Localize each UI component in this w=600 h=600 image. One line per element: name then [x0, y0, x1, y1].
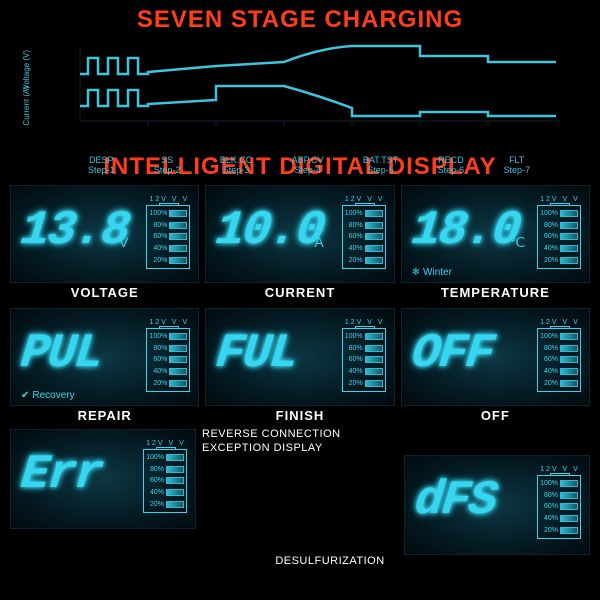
- battery-indicator: 12V V V 100% 80% 60% 40% 20%: [143, 440, 189, 513]
- label-off: OFF: [401, 408, 590, 423]
- error-value: Err: [18, 448, 104, 502]
- exception-text: REVERSE CONNECTION EXCEPTION DISPLAY: [202, 427, 341, 456]
- battery-indicator: 12V V V 100% 80% 60% 40% 20%: [537, 466, 583, 539]
- desulf-value: dFS: [412, 474, 498, 528]
- label-repair: REPAIR: [10, 408, 199, 423]
- voltage-unit: V: [119, 234, 128, 250]
- battery-indicator: 12V V V 100% 80% 60% 40% 20%: [146, 196, 192, 269]
- current-value: 10.0: [213, 204, 326, 258]
- panel-desulf-wrap: dFS 12V V V 100% 80% 60% 40% 20%: [404, 429, 590, 555]
- battery-indicator: 12V V V 100% 80% 60% 40% 20%: [342, 196, 388, 269]
- panel-off-wrap: OFF 12V V V 100% 80% 60% 40% 20% OFF: [401, 308, 590, 423]
- stage-labels: DESPStep-1 SSStep-2 BLK.CCStep-3 ABP.CVS…: [20, 156, 580, 176]
- battery-indicator: 12V V V 100% 80% 60% 40% 20%: [342, 319, 388, 392]
- stage-1: DESPStep-1: [88, 156, 115, 176]
- panel-row-3: REVERSE CONNECTION EXCEPTION DISPLAY Err…: [0, 427, 600, 569]
- axis-label-voltage: Voltage (V): [22, 50, 31, 90]
- recovery-indicator: ✔ Recovery: [21, 390, 75, 401]
- title-main: SEVEN STAGE CHARGING: [0, 0, 600, 34]
- label-current: CURRENT: [205, 285, 394, 300]
- battery-indicator: 12V V V 100% 80% 60% 40% 20%: [146, 319, 192, 392]
- panel-repair-wrap: PUL 12V V V 100% 80% 60% 40% 20% ✔ Recov…: [10, 308, 199, 423]
- panel-finish-wrap: FUL 12V V V 100% 80% 60% 40% 20% FINISH: [205, 308, 394, 423]
- panel-row-2: PUL 12V V V 100% 80% 60% 40% 20% ✔ Recov…: [0, 304, 600, 427]
- repair-value: PUL: [18, 327, 104, 381]
- voltage-value: 13.8: [18, 204, 131, 258]
- battery-indicator: 12V V V 100% 80% 60% 40% 20%: [537, 319, 583, 392]
- panel-row-1: 13.8 V 12V V V 100% 80% 60% 40% 20% VOLT…: [0, 181, 600, 304]
- panel-off: OFF 12V V V 100% 80% 60% 40% 20%: [401, 308, 590, 406]
- stage-4: ABP.CVStep-4: [292, 156, 324, 176]
- charging-stage-chart: Current (A) Voltage (V) DESPStep-1 SSSte…: [20, 36, 580, 151]
- stage-3: BLK.CCStep-3: [220, 156, 253, 176]
- finish-value: FUL: [213, 327, 299, 381]
- desulfurization-label: DESULFURIZATION: [70, 555, 590, 567]
- stage-6: RECDStep-6: [438, 156, 465, 176]
- panel-current: 10.0 A 12V V V 100% 80% 60% 40% 20%: [205, 185, 394, 283]
- panel-voltage-wrap: 13.8 V 12V V V 100% 80% 60% 40% 20% VOLT…: [10, 185, 199, 300]
- label-voltage: VOLTAGE: [10, 285, 199, 300]
- panel-repair: PUL 12V V V 100% 80% 60% 40% 20% ✔ Recov…: [10, 308, 199, 406]
- stage-7: FLTStep-7: [503, 156, 530, 176]
- label-finish: FINISH: [205, 408, 394, 423]
- temperature-value: 18.0: [409, 204, 522, 258]
- check-icon: ✔: [21, 390, 29, 401]
- panel-error: Err 12V V V 100% 80% 60% 40% 20%: [10, 429, 196, 529]
- off-value: OFF: [409, 327, 495, 381]
- panel-error-wrap: Err 12V V V 100% 80% 60% 40% 20%: [10, 429, 196, 555]
- temperature-unit: ℃: [510, 234, 526, 251]
- stage-2: SSStep-2: [154, 156, 181, 176]
- panel-temperature-wrap: 18.0 ℃ 12V V V 100% 80% 60% 40% 20% ❄ Wi…: [401, 185, 590, 300]
- panel-voltage: 13.8 V 12V V V 100% 80% 60% 40% 20%: [10, 185, 199, 283]
- stage-5: BAT.TSTStep-5: [363, 156, 398, 176]
- battery-indicator: 12V V V 100% 80% 60% 40% 20%: [537, 196, 583, 269]
- chart-svg: [20, 36, 580, 151]
- axis-label-current: Current (A): [22, 86, 31, 126]
- panel-current-wrap: 10.0 A 12V V V 100% 80% 60% 40% 20% CURR…: [205, 185, 394, 300]
- panel-temperature: 18.0 ℃ 12V V V 100% 80% 60% 40% 20% ❄ Wi…: [401, 185, 590, 283]
- snow-icon: ❄: [412, 267, 420, 278]
- current-unit: A: [314, 234, 323, 250]
- label-temperature: TEMPERATURE: [401, 285, 590, 300]
- winter-indicator: ❄ Winter: [412, 267, 452, 278]
- panel-desulfurization: dFS 12V V V 100% 80% 60% 40% 20%: [404, 455, 590, 555]
- panel-finish: FUL 12V V V 100% 80% 60% 40% 20%: [205, 308, 394, 406]
